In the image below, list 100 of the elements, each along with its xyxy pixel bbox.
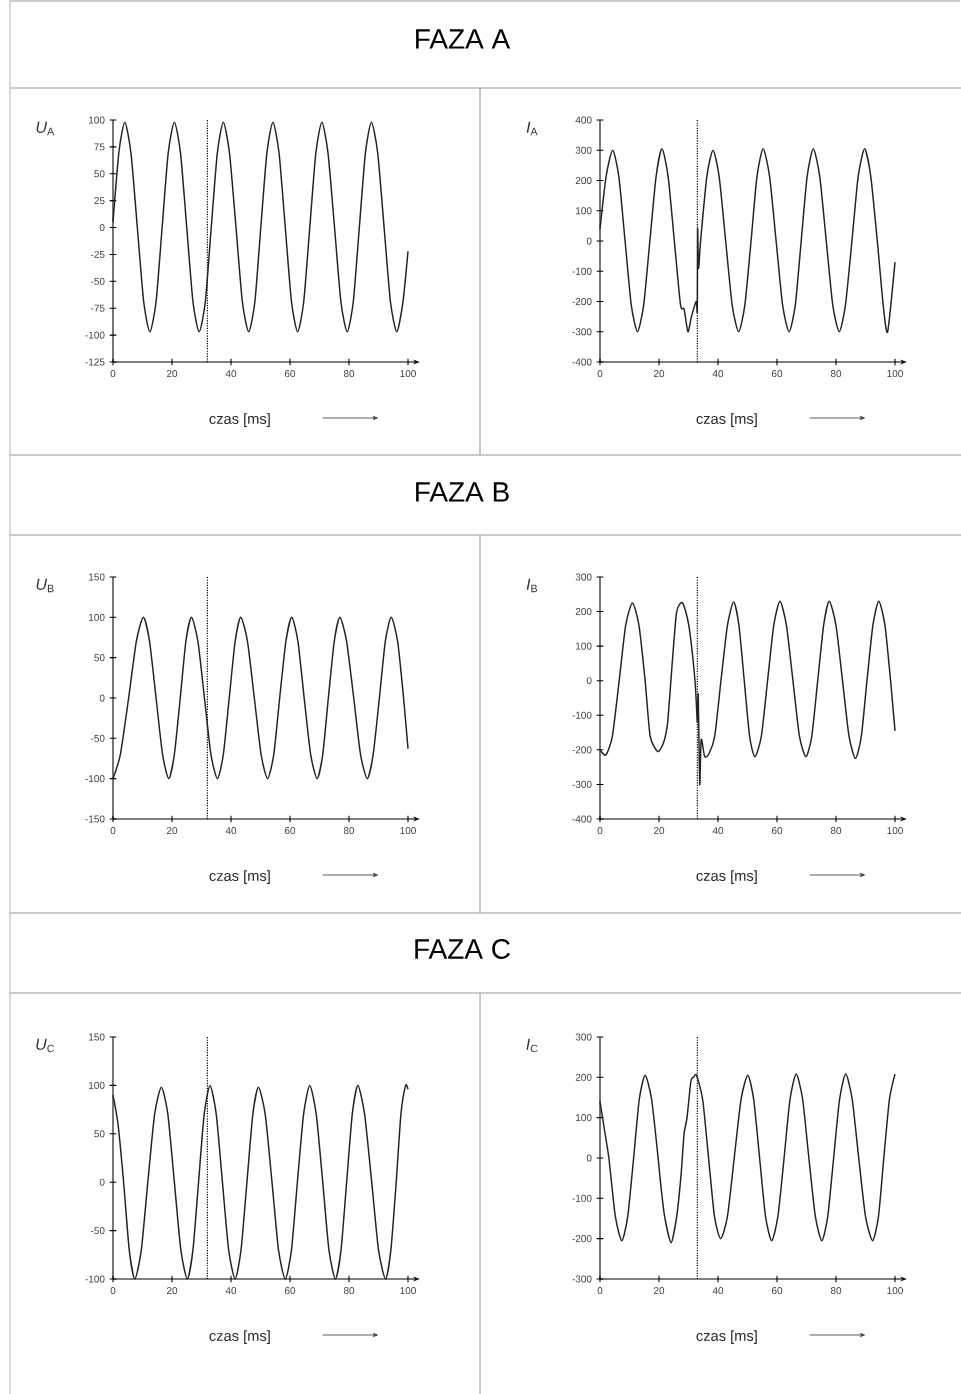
- y-tick-label: 50: [94, 170, 105, 178]
- x-tick-label: 40: [712, 1287, 724, 1295]
- y-tick-label: -100: [572, 267, 592, 275]
- y-tick-label: 100: [576, 207, 592, 215]
- x-tick-label: 80: [830, 1287, 842, 1295]
- y-tick-label: 50: [94, 654, 105, 662]
- x-tick-label: 20: [653, 370, 665, 378]
- x-axis-title: czas [ms]: [696, 413, 757, 427]
- y-tick-label: 0: [99, 1178, 105, 1186]
- y-tick-label: 0: [586, 237, 592, 245]
- y-tick-label: 400: [575, 116, 592, 124]
- y-tick-label: -200: [572, 297, 592, 306]
- x-tick-label: 20: [166, 827, 178, 835]
- y-tick-label: 75: [94, 143, 105, 151]
- y-axis-title: I$_{B}$: [526, 578, 538, 593]
- y-tick-label: 0: [99, 224, 105, 232]
- y-tick-label: 300: [575, 573, 592, 581]
- y-tick-label: 0: [586, 1154, 592, 1162]
- y-tick-label: -300: [572, 780, 592, 788]
- y-axis-title: U$_{B}$: [36, 578, 54, 593]
- x-tick-label: 80: [343, 827, 355, 835]
- x-tick-label: 0: [597, 827, 603, 835]
- y-tick-label: 100: [89, 1081, 105, 1089]
- x-axis-title: czas [ms]: [696, 870, 757, 884]
- y-tick-label: -75: [90, 304, 105, 312]
- y-tick-label: -50: [90, 734, 105, 742]
- y-tick-label: -200: [572, 746, 592, 754]
- x-tick-label: 20: [653, 1287, 665, 1295]
- x-tick-label: 60: [771, 1287, 783, 1295]
- y-tick-label: -100: [572, 1194, 592, 1202]
- x-tick-label: 40: [712, 370, 724, 378]
- line-series: [599, 147, 896, 333]
- y-tick-label: 100: [576, 1114, 592, 1122]
- x-tick-label: 0: [110, 1287, 116, 1295]
- x-tick-label: 60: [284, 1287, 296, 1295]
- x-tick-label: 100: [400, 370, 416, 378]
- x-tick-label: 40: [225, 370, 237, 378]
- x-tick-label: 40: [225, 827, 237, 835]
- y-tick-label: -125: [85, 358, 105, 366]
- x-tick-label: 100: [887, 1287, 903, 1295]
- x-tick-label: 100: [887, 827, 903, 835]
- x-tick-label: 0: [110, 827, 116, 835]
- x-tick-label: 20: [166, 370, 178, 378]
- x-tick-label: 80: [343, 1287, 355, 1295]
- line-series: [112, 121, 409, 333]
- x-axis-title: czas [ms]: [209, 413, 270, 427]
- y-tick-label: 0: [586, 677, 592, 685]
- x-tick-label: 20: [166, 1287, 178, 1295]
- y-tick-label: -100: [85, 775, 105, 783]
- chart-title: FAZA A: [416, 29, 511, 49]
- x-axis-title: czas [ms]: [209, 1330, 270, 1344]
- y-tick-label: -300: [572, 1275, 592, 1283]
- y-tick-label: 100: [89, 116, 105, 124]
- y-tick-label: -400: [572, 815, 592, 823]
- x-tick-label: 80: [830, 370, 842, 378]
- x-tick-label: 40: [225, 1287, 237, 1295]
- x-tick-label: 60: [771, 370, 783, 378]
- x-tick-label: 100: [400, 1287, 416, 1295]
- y-tick-label: -100: [572, 711, 592, 719]
- x-tick-label: 60: [284, 827, 296, 835]
- y-tick-label: -50: [90, 1227, 105, 1235]
- x-tick-label: 80: [830, 827, 842, 835]
- y-axis-title: U$_{C}$: [36, 1038, 55, 1053]
- line-series: [112, 616, 409, 780]
- y-tick-label: -50: [90, 277, 105, 285]
- y-tick-label: 200: [575, 608, 592, 616]
- y-tick-label: 200: [575, 1073, 592, 1081]
- y-tick-label: 300: [575, 146, 592, 154]
- chart-title: FAZA C: [415, 939, 510, 959]
- x-axis-title: czas [ms]: [696, 1330, 757, 1344]
- y-tick-label: -400: [572, 358, 592, 366]
- x-tick-label: 60: [771, 827, 783, 835]
- line-series: [599, 600, 896, 786]
- y-tick-label: -300: [572, 328, 592, 336]
- y-tick-label: 100: [576, 642, 592, 650]
- y-tick-label: 200: [575, 176, 592, 185]
- y-tick-label: 25: [94, 197, 105, 205]
- x-tick-label: 0: [110, 370, 116, 378]
- x-tick-label: 20: [653, 827, 665, 835]
- y-tick-label: 300: [575, 1033, 592, 1041]
- x-tick-label: 100: [887, 370, 903, 378]
- y-tick-label: 100: [89, 613, 105, 621]
- y-tick-label: -100: [85, 331, 105, 339]
- x-tick-label: 0: [597, 1287, 603, 1295]
- y-tick-label: 150: [89, 1033, 105, 1041]
- x-tick-label: 40: [712, 827, 724, 835]
- x-axis-title: czas [ms]: [209, 870, 270, 884]
- y-tick-label: 150: [89, 573, 105, 581]
- x-tick-label: 100: [400, 827, 416, 835]
- y-tick-label: 50: [94, 1130, 105, 1138]
- x-tick-label: 60: [284, 370, 296, 378]
- x-tick-label: 0: [597, 370, 603, 378]
- x-tick-label: 80: [343, 370, 355, 378]
- y-tick-label: -150: [85, 815, 105, 823]
- y-tick-label: -200: [572, 1235, 592, 1243]
- line-series: [599, 1073, 896, 1244]
- y-axis-title: I$_{A}$: [526, 121, 538, 136]
- chart-title: FAZA B: [416, 482, 509, 502]
- y-tick-label: -100: [85, 1275, 105, 1283]
- y-tick-label: 0: [99, 694, 105, 702]
